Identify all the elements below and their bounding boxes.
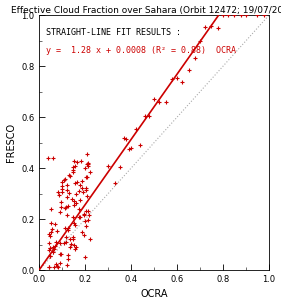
Title: Effective Cloud Fraction over Sahara (Orbit 12472; 19/07/2004): Effective Cloud Fraction over Sahara (Or…	[11, 5, 281, 15]
Y-axis label: FRESCO: FRESCO	[6, 123, 15, 162]
Text: y =  1.28 x + 0.0008 (R² = 0.88)  OCRA: y = 1.28 x + 0.0008 (R² = 0.88) OCRA	[46, 46, 236, 55]
X-axis label: OCRA: OCRA	[140, 289, 168, 300]
Text: STRAIGHT-LINE FIT RESULTS :: STRAIGHT-LINE FIT RESULTS :	[46, 28, 181, 37]
